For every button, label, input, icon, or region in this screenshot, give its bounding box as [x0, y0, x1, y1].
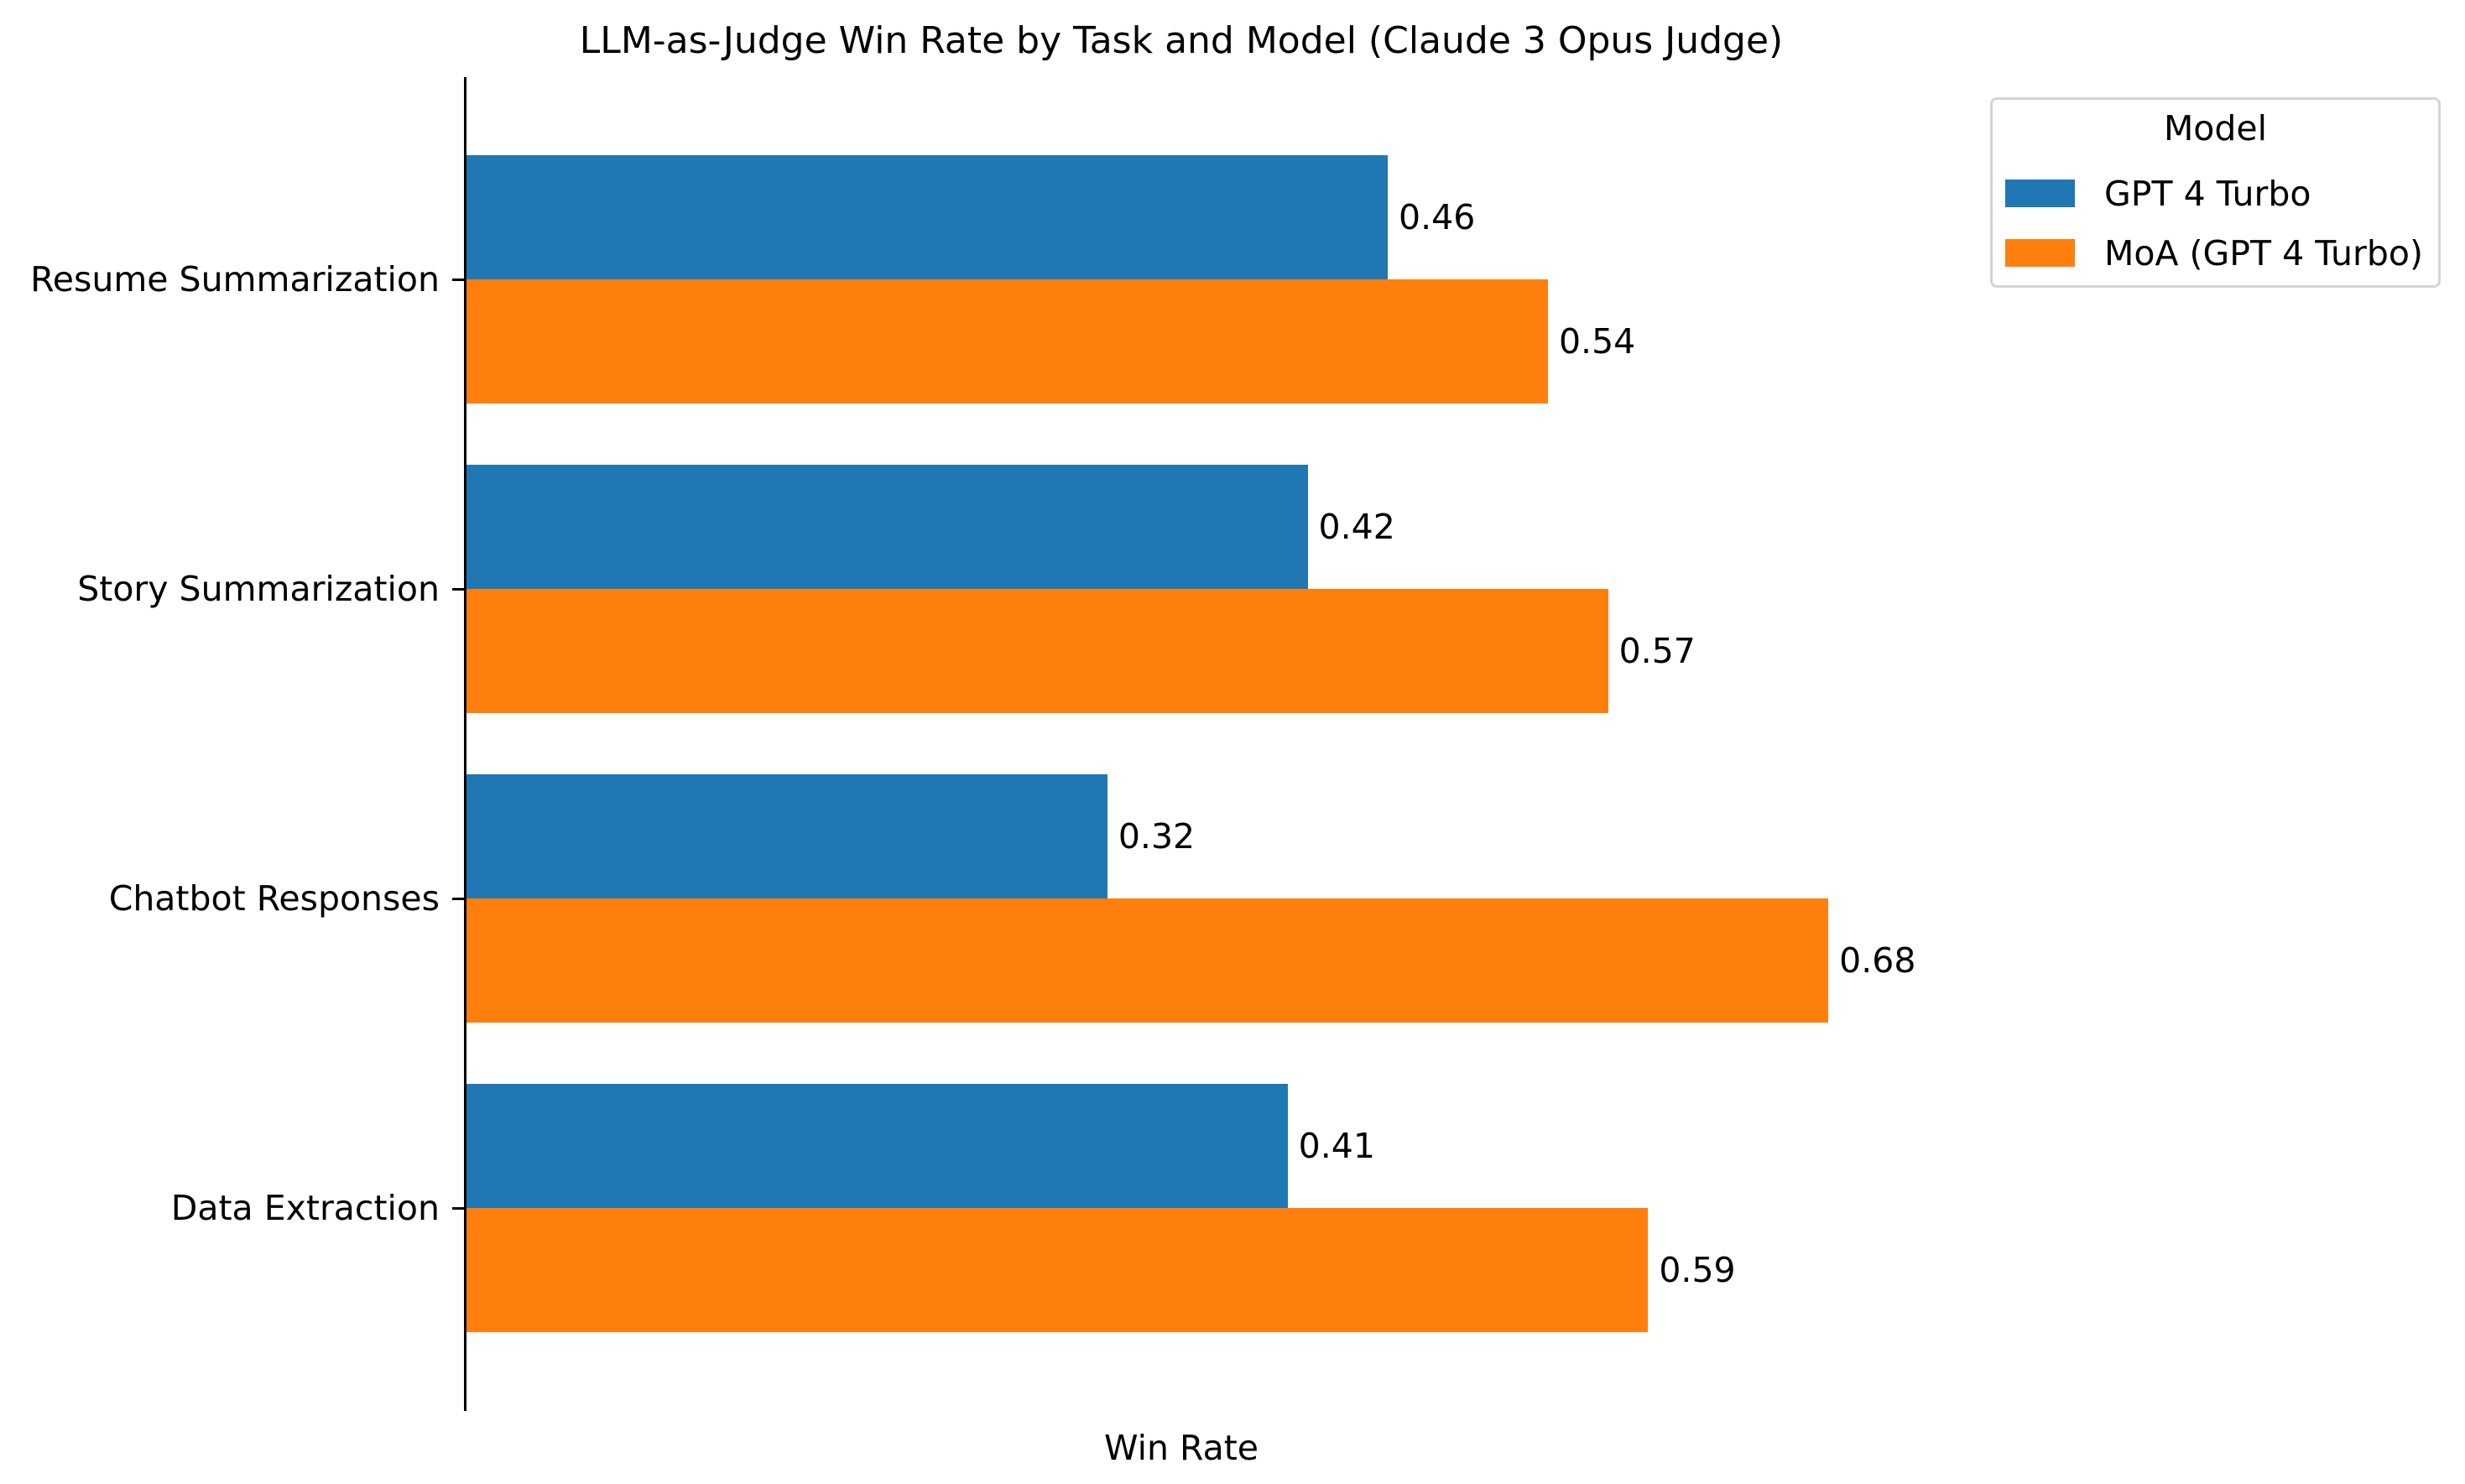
legend-swatch [2005, 239, 2075, 267]
value-label: 0.68 [1839, 940, 1916, 981]
y-tick [452, 1207, 465, 1210]
y-tick [452, 588, 465, 591]
value-label: 0.46 [1399, 197, 1476, 237]
y-tick-label: Data Extraction [170, 1188, 440, 1228]
legend-title: Model [2163, 108, 2268, 148]
chart-title: LLM-as-Judge Win Rate by Task and Model … [579, 19, 1784, 62]
bar-moa [466, 589, 1608, 713]
bar-gpt4-turbo [466, 465, 1308, 589]
legend-label: MoA (GPT 4 Turbo) [2104, 233, 2423, 273]
bar-gpt4-turbo [466, 155, 1389, 279]
legend-swatch [2005, 180, 2075, 207]
y-tick [452, 898, 465, 900]
bar-moa [466, 279, 1548, 404]
bar-gpt4-turbo [466, 774, 1107, 898]
bar-moa [466, 1208, 1649, 1332]
value-label: 0.59 [1659, 1250, 1736, 1290]
legend: Model GPT 4 Turbo MoA (GPT 4 Turbo) [1990, 97, 2441, 288]
value-label: 0.57 [1618, 631, 1696, 671]
value-label: 0.41 [1298, 1126, 1375, 1166]
y-axis-line [464, 77, 466, 1411]
x-axis-label: Win Rate [1103, 1428, 1259, 1468]
bar-moa [466, 898, 1829, 1023]
bar-gpt4-turbo [466, 1084, 1288, 1208]
value-label: 0.42 [1318, 507, 1395, 547]
y-tick-label: Story Summarization [77, 569, 440, 609]
y-tick [452, 279, 465, 281]
value-label: 0.54 [1558, 321, 1636, 362]
value-label: 0.32 [1118, 816, 1196, 857]
legend-label: GPT 4 Turbo [2104, 174, 2311, 214]
y-tick-label: Resume Summarization [30, 259, 440, 299]
y-tick-label: Chatbot Responses [108, 878, 440, 919]
